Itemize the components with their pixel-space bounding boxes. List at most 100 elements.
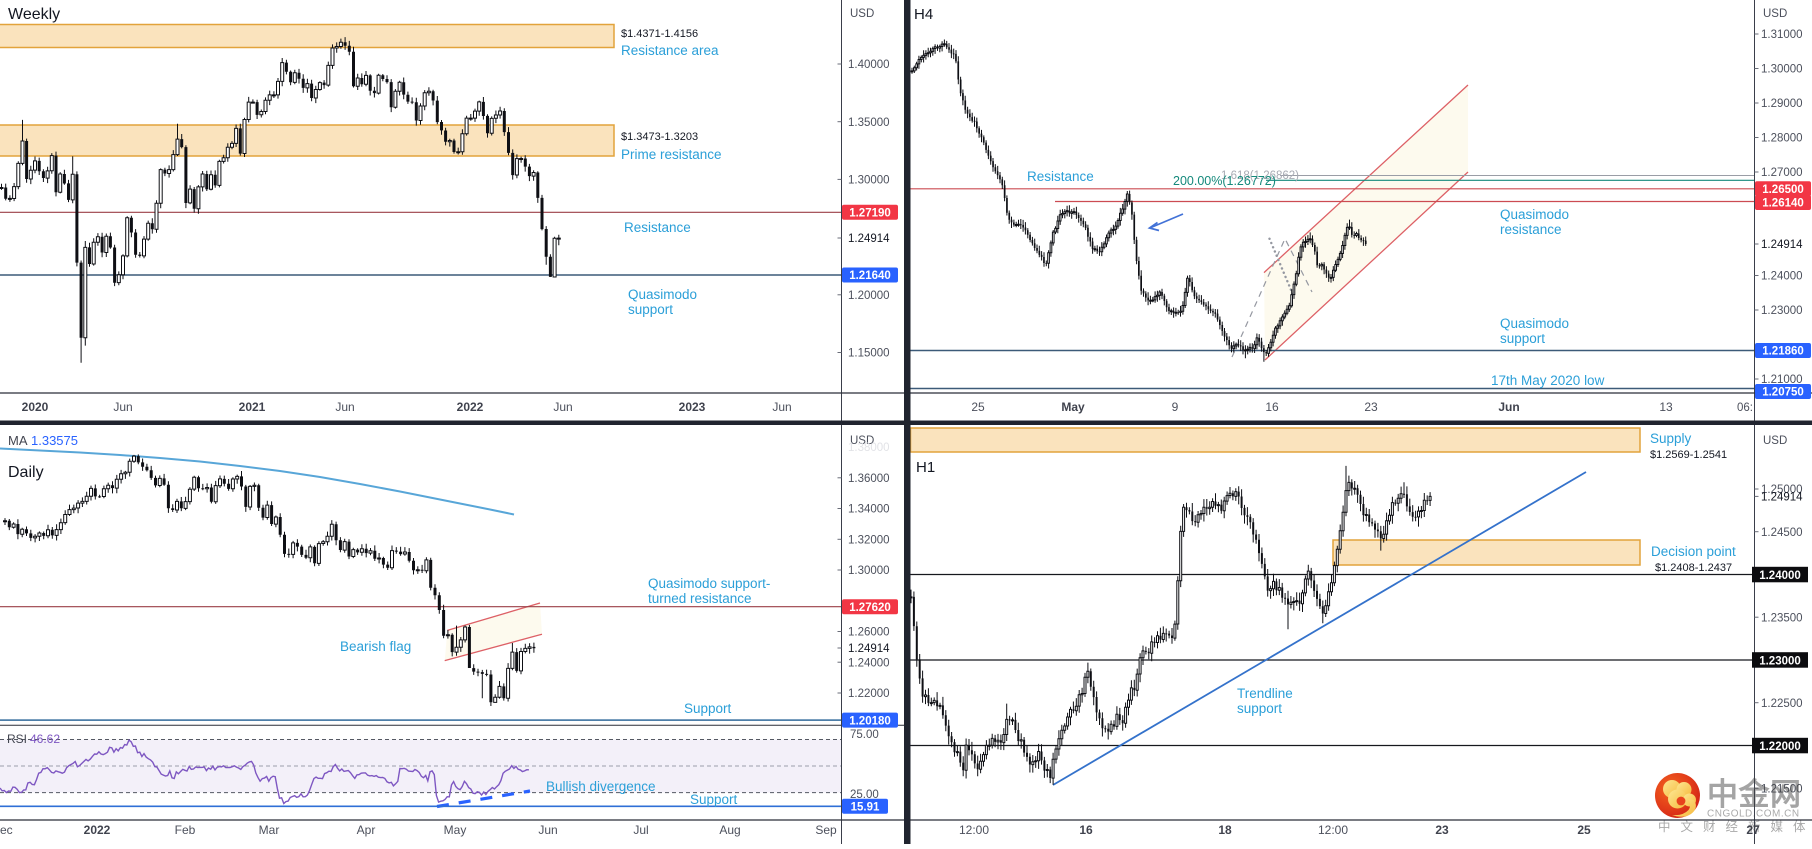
svg-text:Jun: Jun [772, 400, 791, 414]
svg-text:12:00: 12:00 [1318, 823, 1348, 837]
svg-text:1.21500: 1.21500 [1761, 783, 1803, 795]
svg-text:$1.2569-1.2541: $1.2569-1.2541 [1650, 449, 1727, 461]
svg-text:Trendline: Trendline [1237, 686, 1293, 701]
svg-text:25: 25 [971, 400, 985, 414]
svg-text:1.22500: 1.22500 [1761, 698, 1803, 710]
svg-text:12:00: 12:00 [959, 823, 989, 837]
svg-text:Resistance: Resistance [1027, 169, 1094, 184]
svg-text:1.25000: 1.25000 [1761, 484, 1803, 496]
svg-text:Jun: Jun [538, 823, 557, 837]
svg-text:18: 18 [1218, 823, 1232, 837]
svg-text:CNGOLD.COM.CN: CNGOLD.COM.CN [1707, 809, 1800, 820]
svg-text:1.24914: 1.24914 [848, 643, 890, 655]
svg-text:25.00: 25.00 [850, 789, 879, 801]
svg-text:13: 13 [1659, 400, 1673, 414]
svg-text:1.24000: 1.24000 [848, 657, 890, 669]
svg-text:1.33575: 1.33575 [31, 433, 78, 448]
svg-text:H4: H4 [914, 6, 933, 23]
svg-text:RSI: RSI [7, 732, 27, 746]
svg-text:25: 25 [1577, 823, 1591, 837]
svg-text:$1.4371-1.4156: $1.4371-1.4156 [621, 28, 698, 40]
svg-text:1.30000: 1.30000 [1761, 64, 1803, 76]
svg-text:May: May [1061, 400, 1085, 414]
svg-text:Support: Support [690, 792, 738, 807]
svg-text:Aug: Aug [719, 823, 740, 837]
svg-text:1.40000: 1.40000 [848, 59, 890, 71]
svg-text:1.22000: 1.22000 [848, 688, 890, 700]
svg-text:Quasimodo: Quasimodo [628, 287, 697, 302]
svg-text:15.91: 15.91 [851, 802, 880, 814]
svg-text:1.23000: 1.23000 [1761, 305, 1803, 317]
svg-text:Sep: Sep [815, 823, 837, 837]
svg-text:1.29000: 1.29000 [1761, 98, 1803, 110]
svg-text:1.31000: 1.31000 [1761, 29, 1803, 41]
svg-text:USD: USD [1763, 8, 1787, 20]
svg-text:Mar: Mar [259, 823, 280, 837]
svg-text:中文财经新媒体: 中文财经新媒体 [1658, 819, 1812, 834]
svg-text:1.30000: 1.30000 [848, 565, 890, 577]
svg-text:resistance: resistance [1500, 222, 1562, 237]
svg-text:1.26140: 1.26140 [1762, 198, 1804, 210]
svg-text:1.24914: 1.24914 [1761, 239, 1803, 251]
svg-text:1.20000: 1.20000 [848, 290, 890, 302]
svg-text:Supply: Supply [1650, 431, 1692, 446]
svg-text:1.24500: 1.24500 [1761, 527, 1803, 539]
svg-text:USD: USD [850, 8, 874, 20]
svg-text:200.00%(1.26772): 200.00%(1.26772) [1173, 174, 1276, 188]
svg-text:$1.3473-1.3203: $1.3473-1.3203 [621, 131, 698, 143]
svg-text:1.34000: 1.34000 [848, 504, 890, 516]
svg-text:1.27620: 1.27620 [849, 602, 891, 614]
svg-text:1.21000: 1.21000 [1761, 374, 1803, 386]
svg-text:turned resistance: turned resistance [648, 591, 752, 606]
svg-text:1.24914: 1.24914 [848, 233, 890, 245]
svg-text:2020: 2020 [22, 400, 49, 414]
svg-text:Bullish divergence: Bullish divergence [546, 779, 656, 794]
svg-text:May: May [444, 823, 467, 837]
svg-text:1.618(1.26862): 1.618(1.26862) [1221, 170, 1299, 182]
svg-text:23: 23 [1435, 823, 1449, 837]
svg-text:1.28000: 1.28000 [1761, 133, 1803, 145]
svg-text:support: support [1500, 331, 1545, 346]
svg-text:Decision point: Decision point [1651, 544, 1736, 559]
svg-text:MA: MA [8, 433, 28, 448]
svg-text:Quasimodo support-: Quasimodo support- [648, 576, 770, 591]
svg-text:06:: 06: [1737, 402, 1753, 414]
svg-text:Apr: Apr [357, 823, 376, 837]
svg-text:2021: 2021 [239, 400, 266, 414]
svg-text:27: 27 [1746, 823, 1760, 837]
svg-text:1.26500: 1.26500 [1762, 184, 1804, 196]
svg-text:Weekly: Weekly [8, 6, 60, 23]
svg-text:2022: 2022 [457, 400, 484, 414]
svg-text:Bearish flag: Bearish flag [340, 639, 411, 654]
svg-text:1.24000: 1.24000 [1761, 271, 1803, 283]
svg-text:1.35000: 1.35000 [848, 117, 890, 129]
svg-text:1.20750: 1.20750 [1762, 387, 1804, 399]
svg-text:23: 23 [1364, 400, 1378, 414]
svg-text:USD: USD [1763, 435, 1787, 447]
svg-text:46.62: 46.62 [30, 732, 60, 746]
svg-text:$1.2408-1.2437: $1.2408-1.2437 [1655, 562, 1732, 574]
svg-text:16: 16 [1265, 400, 1279, 414]
svg-text:Resistance: Resistance [624, 220, 691, 235]
svg-text:17th May 2020 low: 17th May 2020 low [1491, 373, 1605, 388]
svg-text:Quasimodo: Quasimodo [1500, 207, 1569, 222]
svg-text:2023: 2023 [679, 400, 706, 414]
svg-text:1.23000: 1.23000 [1759, 655, 1801, 667]
svg-text:1.15000: 1.15000 [848, 348, 890, 360]
svg-text:中金网: 中金网 [1707, 777, 1802, 812]
svg-text:Jun: Jun [113, 400, 132, 414]
svg-text:Jun: Jun [335, 400, 354, 414]
svg-text:75.00: 75.00 [850, 729, 879, 741]
svg-text:Support: Support [684, 701, 732, 716]
svg-text:2022: 2022 [84, 823, 111, 837]
svg-text:1.32000: 1.32000 [848, 535, 890, 547]
svg-text:9: 9 [1172, 400, 1179, 414]
svg-text:Dec: Dec [0, 823, 13, 837]
svg-text:Jun: Jun [1498, 400, 1519, 414]
svg-text:1.30000: 1.30000 [848, 175, 890, 187]
svg-text:Daily: Daily [8, 464, 44, 481]
svg-text:1.21860: 1.21860 [1762, 346, 1804, 358]
svg-text:1.23500: 1.23500 [1761, 612, 1803, 624]
svg-text:support: support [1237, 701, 1282, 716]
svg-text:1.20180: 1.20180 [849, 715, 891, 727]
